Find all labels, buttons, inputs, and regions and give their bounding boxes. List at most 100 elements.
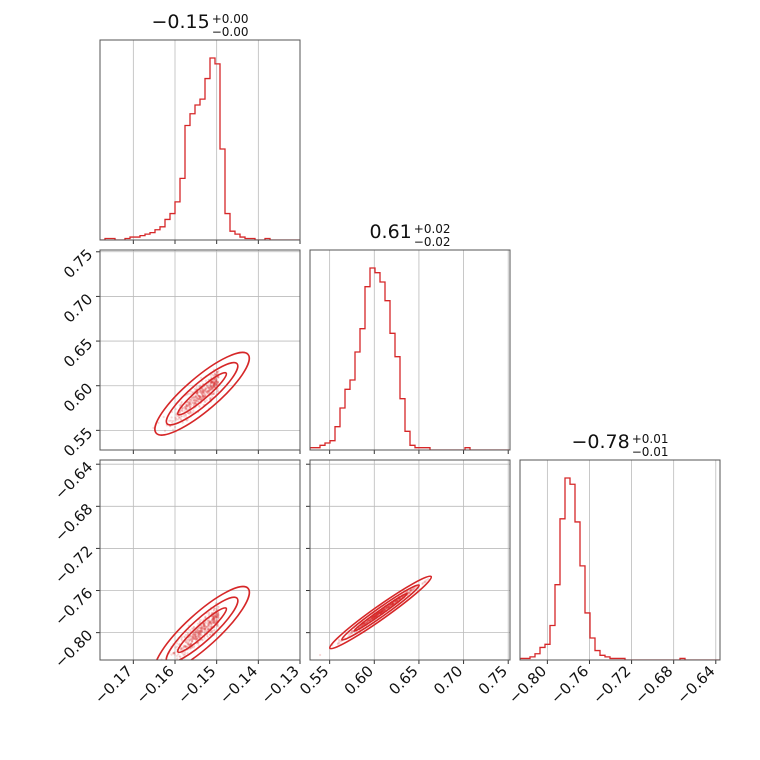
scatter-point xyxy=(193,387,197,390)
scatter-point xyxy=(371,616,374,619)
scatter-point xyxy=(162,415,165,419)
scatter-point xyxy=(190,390,193,393)
scatter-point xyxy=(178,655,181,658)
scatter-point xyxy=(210,630,213,634)
scatter-point xyxy=(217,616,220,619)
scatter-point xyxy=(203,390,206,393)
scatter-point xyxy=(350,632,353,635)
scatter-point xyxy=(209,630,212,633)
scatter-point xyxy=(200,626,203,629)
scatter-point xyxy=(385,606,389,609)
scatter-point xyxy=(372,616,375,620)
scatter-point xyxy=(183,406,186,409)
scatter-point xyxy=(423,581,426,584)
scatter-point xyxy=(190,396,194,399)
scatter-point xyxy=(191,636,194,640)
scatter-point xyxy=(204,394,207,397)
scatter-point xyxy=(203,623,206,627)
scatter-point xyxy=(214,382,217,386)
scatter-point xyxy=(368,618,372,621)
scatter-point xyxy=(188,643,191,647)
scatter-point xyxy=(211,380,214,384)
scatter-point xyxy=(211,381,214,384)
histogram-panel-1: 0.61 +0.02−0.02 xyxy=(309,221,511,454)
scatter-point xyxy=(200,630,203,633)
scatter-point xyxy=(203,624,206,627)
scatter-point xyxy=(208,386,211,389)
scatter-point xyxy=(186,401,189,404)
scatter-point xyxy=(171,428,175,431)
scatter-point xyxy=(178,416,181,420)
scatter-point xyxy=(202,395,205,398)
scatter-point xyxy=(197,632,200,636)
y-tick-label: 0.55 xyxy=(60,424,96,460)
scatter-point xyxy=(194,635,197,638)
scatter-point xyxy=(409,589,412,592)
scatter-point xyxy=(379,611,382,614)
scatter-point xyxy=(214,620,217,623)
scatter-point xyxy=(368,618,372,621)
scatter-point xyxy=(189,410,192,414)
panel-frame xyxy=(99,39,301,241)
scatter-point xyxy=(408,591,411,594)
scatter-point xyxy=(204,387,207,390)
scatter-point xyxy=(382,609,385,613)
scatter-point xyxy=(196,399,199,402)
scatter-point xyxy=(370,617,373,620)
scatter-point xyxy=(389,603,392,606)
scatter-point xyxy=(385,606,388,609)
scatter-point xyxy=(198,633,201,637)
scatter-point xyxy=(187,643,190,646)
scatter-point xyxy=(196,397,199,400)
scatter-point xyxy=(192,626,195,629)
scatter-point xyxy=(197,397,200,401)
scatter-point xyxy=(181,421,184,424)
scatter-point xyxy=(184,405,187,408)
scatter-point xyxy=(216,614,220,617)
scatter-point xyxy=(196,629,199,632)
scatter-point xyxy=(207,619,211,622)
scatter-point xyxy=(199,629,202,632)
scatter-point xyxy=(201,394,205,398)
scatter-point xyxy=(363,622,366,625)
scatter-point xyxy=(213,628,216,631)
scatter-point xyxy=(206,390,209,393)
scatter-point xyxy=(203,628,206,631)
contour-level-2 xyxy=(165,361,239,426)
scatter-point xyxy=(213,382,216,385)
parameter-title-1: 0.61 xyxy=(369,221,411,243)
scatter-point xyxy=(201,388,205,391)
scatter-point xyxy=(199,396,202,399)
scatter-point xyxy=(200,627,204,630)
scatter-point xyxy=(198,626,201,630)
scatter-point xyxy=(192,399,196,403)
scatter-point xyxy=(213,620,216,623)
scatter-point xyxy=(204,626,207,629)
panel-frame xyxy=(309,249,511,451)
scatter-point xyxy=(183,644,186,647)
scatter-point xyxy=(187,405,190,408)
scatter-point xyxy=(192,633,196,636)
scatter-point xyxy=(214,620,217,623)
scatter-point xyxy=(195,396,198,400)
scatter-point xyxy=(202,627,206,630)
scatter-point xyxy=(194,633,197,636)
scatter-point xyxy=(196,391,199,395)
scatter-point xyxy=(200,630,204,633)
scatter-point xyxy=(189,403,192,406)
scatter-point xyxy=(213,380,216,383)
scatter-point xyxy=(374,615,377,618)
scatter-point xyxy=(189,400,193,403)
scatter-point xyxy=(202,622,206,625)
scatter-point xyxy=(181,408,184,411)
scatter-point xyxy=(205,626,208,629)
scatter-point xyxy=(192,646,195,649)
scatter-point xyxy=(211,374,215,377)
scatter-point xyxy=(210,376,213,379)
scatter-point xyxy=(337,638,341,641)
histogram-panel-2: −0.78 +0.01−0.01 xyxy=(519,431,721,664)
scatter-point xyxy=(198,630,201,634)
scatter-point xyxy=(198,632,201,635)
scatter-point xyxy=(204,627,208,630)
scatter-point xyxy=(384,607,387,610)
